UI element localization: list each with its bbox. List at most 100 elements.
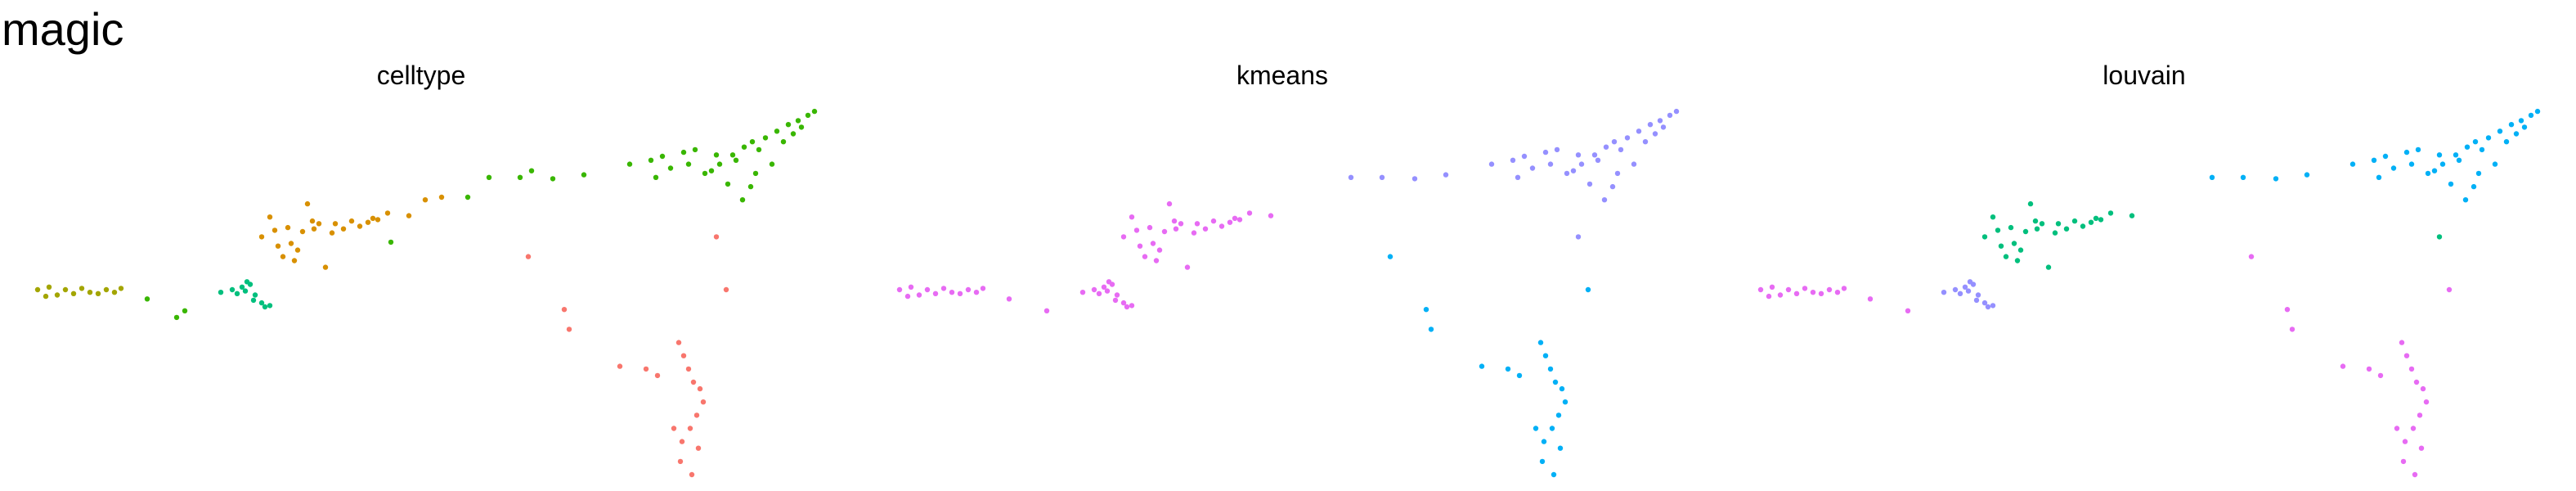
scatter-point <box>1867 296 1874 302</box>
scatter-point <box>34 286 41 293</box>
scatter-point <box>1428 327 1434 332</box>
scatter-point <box>2027 200 2034 207</box>
scatter-point <box>581 172 587 178</box>
scatter-point <box>2045 264 2052 270</box>
scatter-point <box>692 146 698 153</box>
scatter-point <box>2420 385 2426 392</box>
scatter-point <box>2289 327 2296 332</box>
scatter-point <box>1603 144 1609 150</box>
scatter-point <box>62 286 69 293</box>
scatter-point <box>2011 241 2017 246</box>
scatter-point <box>1210 218 1217 224</box>
scatter-point <box>1129 303 1135 309</box>
scatter-point <box>940 286 947 291</box>
scatter-point <box>561 307 568 313</box>
scatter-point <box>1147 224 1153 231</box>
scatter-point <box>811 108 818 115</box>
scatter-panel-louvain <box>1757 108 2541 478</box>
scatter-point <box>2415 146 2421 153</box>
scatter-point <box>654 372 661 379</box>
scatter-point <box>288 241 294 246</box>
scatter-point <box>2418 445 2425 451</box>
scatter-point <box>370 215 376 221</box>
scatter-point <box>1202 226 1209 232</box>
scatter-point <box>785 122 792 128</box>
scatter-point <box>1521 153 1528 160</box>
scatter-point <box>2513 131 2520 137</box>
scatter-point <box>973 290 980 295</box>
scatter-point <box>517 174 523 180</box>
scatter-point <box>1967 279 1973 285</box>
scatter-point <box>95 291 101 296</box>
scatter-point <box>1618 146 1624 153</box>
scatter-point <box>2080 223 2086 229</box>
scatter-point <box>1554 146 1560 153</box>
scatter-point <box>173 314 180 321</box>
scatter-point <box>1542 353 1549 358</box>
scatter-point <box>1810 290 1816 295</box>
scatter-point <box>708 168 715 173</box>
scatter-point <box>2377 372 2384 379</box>
scatter-point <box>1575 152 1582 158</box>
scatter-point <box>687 426 693 431</box>
scatter-point <box>1218 223 1225 229</box>
scatter-point <box>1137 243 1143 249</box>
scatter-point <box>275 243 281 249</box>
scatter-point <box>756 146 762 153</box>
scatter-point <box>234 291 240 296</box>
scatter-point <box>1998 243 2004 249</box>
scatter-point <box>244 279 250 285</box>
scatter-point <box>2448 181 2454 187</box>
scatter-point <box>111 290 118 295</box>
scatter-point <box>242 288 249 294</box>
scatter-point <box>1570 168 1577 173</box>
panel-title-louvain: louvain <box>2103 61 2186 90</box>
scatter-point <box>2371 157 2377 163</box>
scatter-point <box>1236 217 1243 223</box>
scatter-point <box>2528 112 2534 119</box>
scatter-point <box>1952 286 1959 293</box>
scatter-point <box>550 176 556 182</box>
scatter-point <box>689 471 695 478</box>
scatter-point <box>1166 200 1173 207</box>
scatter-point <box>2063 226 2070 232</box>
scatter-point <box>896 286 903 293</box>
scatter-point <box>2399 340 2405 345</box>
scatter-point <box>357 223 363 229</box>
scatter-point <box>388 239 394 246</box>
scatter-point <box>1793 291 1800 296</box>
scatter-point <box>1611 139 1618 145</box>
scatter-point <box>2014 258 2021 264</box>
scatter-point <box>280 254 286 259</box>
scatter-point <box>2492 161 2498 167</box>
scatter-point <box>262 304 268 310</box>
scatter-point <box>679 439 685 444</box>
scatter-point <box>1079 290 1086 295</box>
scatter-point <box>2403 149 2410 155</box>
scatter-point <box>1990 214 1996 220</box>
scatter-point <box>1777 292 1784 298</box>
scatter-point <box>1834 290 1841 295</box>
scatter-point <box>1636 128 1642 134</box>
scatter-point <box>1106 279 1112 285</box>
scatter-point <box>2008 224 2014 231</box>
scatter-point <box>1973 297 1980 304</box>
scatter-point <box>1609 183 1616 190</box>
scatter-point <box>322 264 329 270</box>
scatter-point <box>1557 445 1564 451</box>
scatter-point <box>1551 471 1557 478</box>
scatter-point <box>1443 172 1449 178</box>
scatter-point <box>2521 124 2528 130</box>
scatter-point <box>697 385 703 392</box>
scatter-point <box>258 234 265 240</box>
scatter-point <box>375 217 381 223</box>
scatter-point <box>309 218 316 224</box>
scatter-point <box>272 227 278 233</box>
scatter-point <box>1981 234 1988 240</box>
scatter-point <box>1542 149 1549 155</box>
scatter-point <box>626 161 633 167</box>
scatter-point <box>267 303 273 309</box>
scatter-point <box>1246 210 1253 216</box>
scatter-point <box>1510 157 1516 163</box>
scatter-point <box>790 131 797 137</box>
